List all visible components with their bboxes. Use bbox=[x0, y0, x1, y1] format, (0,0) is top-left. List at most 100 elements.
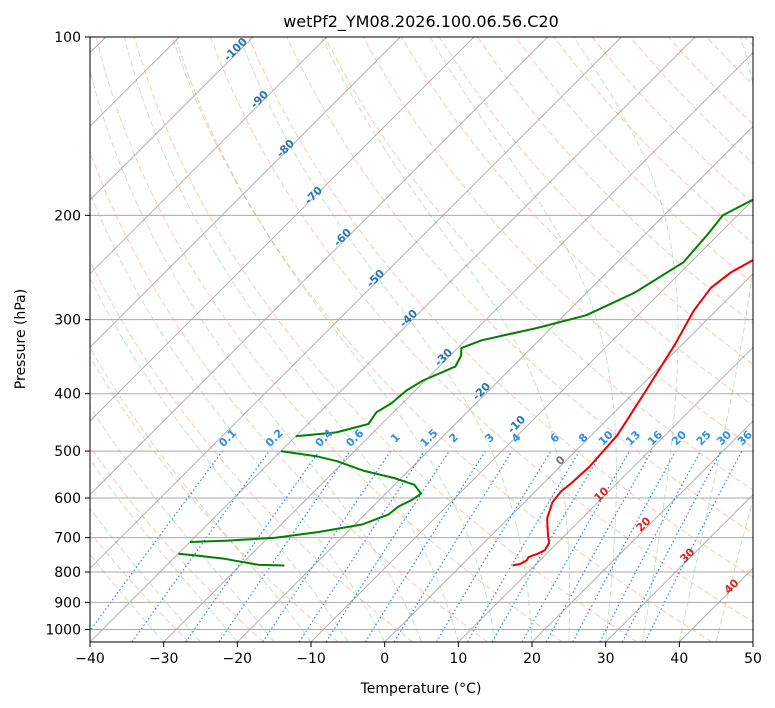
moist-adiabat bbox=[321, 37, 571, 642]
mixing-ratio-label: 20 bbox=[669, 428, 689, 448]
y-tick-label: 700 bbox=[54, 531, 81, 547]
isotherm-label: -100 bbox=[221, 35, 250, 64]
isotherm bbox=[163, 51, 753, 642]
dry-adiabat bbox=[133, 37, 638, 642]
y-tick-label: 500 bbox=[54, 444, 81, 460]
moist-adiabat bbox=[90, 458, 238, 642]
moist-adiabat bbox=[573, 37, 679, 642]
moist-adiabat bbox=[90, 277, 349, 642]
dry-adiabat bbox=[171, 37, 712, 642]
mixing-ratio-line bbox=[435, 450, 552, 642]
isotherm-label: -70 bbox=[302, 184, 325, 207]
moist-adiabat bbox=[90, 191, 386, 642]
dry-adiabat bbox=[400, 37, 753, 407]
mixing-ratio-line bbox=[298, 450, 425, 642]
mixing-ratio-line bbox=[90, 450, 223, 632]
pressure-grid bbox=[90, 37, 753, 630]
dry-adiabat bbox=[248, 37, 753, 578]
profile-line-3 bbox=[295, 198, 753, 438]
dry-adiabat bbox=[744, 37, 753, 47]
isotherm-label: -20 bbox=[470, 380, 493, 403]
x-tick-label: 0 bbox=[380, 651, 389, 667]
mixing-ratio-label: 36 bbox=[735, 428, 755, 448]
x-tick-label: 30 bbox=[597, 651, 615, 667]
mixing-ratio-label: 8 bbox=[576, 431, 591, 446]
moist-adiabat bbox=[90, 507, 201, 642]
profile-line-0 bbox=[512, 258, 753, 567]
moist-adiabat bbox=[678, 37, 753, 642]
warm-isotherm-label: 30 bbox=[678, 545, 698, 565]
isotherm bbox=[384, 272, 753, 642]
isotherm bbox=[90, 37, 475, 422]
dry-adiabat bbox=[210, 37, 753, 623]
mixing-ratio-label: 10 bbox=[596, 428, 616, 448]
isotherm bbox=[605, 493, 753, 642]
mixing-ratio-line bbox=[545, 450, 653, 642]
mixing-ratio-line bbox=[572, 450, 677, 642]
isotherm bbox=[236, 125, 753, 642]
warm-isotherm-label: 20 bbox=[634, 514, 654, 534]
moist-adiabat bbox=[123, 37, 459, 642]
isotherm-label: -50 bbox=[364, 267, 387, 290]
moist-adiabat bbox=[175, 37, 496, 642]
x-tick-label: −30 bbox=[149, 651, 179, 667]
moist-adiabat bbox=[90, 553, 165, 642]
dry-adiabat bbox=[90, 445, 264, 642]
isotherm bbox=[90, 37, 622, 570]
profile-line-1 bbox=[178, 552, 285, 567]
mixing-ratio-label: 1 bbox=[388, 431, 403, 446]
mixing-ratio-label: 13 bbox=[623, 428, 643, 448]
isotherm bbox=[531, 420, 753, 642]
y-tick-label: 600 bbox=[54, 491, 81, 507]
isotherm-label: -90 bbox=[248, 88, 271, 111]
chart-title: wetPf2_YM08.2026.100.06.56.C20 bbox=[283, 12, 559, 32]
y-tick-label: 1000 bbox=[45, 622, 81, 638]
mixing-ratio-label: 0.4 bbox=[313, 426, 336, 449]
mixing-ratio-line bbox=[131, 450, 270, 642]
dry-adiabat bbox=[90, 356, 339, 642]
moist-adiabat bbox=[90, 346, 312, 642]
mixing-ratio-line bbox=[393, 450, 513, 642]
x-tick-label: 40 bbox=[670, 651, 688, 667]
mixing-ratio-line bbox=[185, 450, 320, 642]
moist-adiabat bbox=[90, 68, 422, 642]
moist-adiabat bbox=[239, 37, 533, 642]
y-tick-label: 200 bbox=[54, 208, 81, 224]
isotherm bbox=[310, 199, 753, 642]
x-tick-label: 50 bbox=[744, 651, 762, 667]
isotherm-label: -10 bbox=[505, 413, 528, 436]
mixing-ratio-label: 0.2 bbox=[263, 427, 286, 450]
dry-adiabat bbox=[90, 259, 414, 642]
x-tick-label: −40 bbox=[75, 651, 105, 667]
y-tick-label: 900 bbox=[54, 595, 81, 611]
moist-adiabat bbox=[715, 498, 753, 642]
isotherm-label: -80 bbox=[274, 137, 297, 160]
mixing-ratio-line bbox=[262, 450, 392, 642]
isotherm bbox=[752, 641, 753, 642]
mixing-ratio-label: 0.1 bbox=[216, 427, 239, 450]
plot-frame bbox=[89, 36, 754, 643]
mixing-ratio-label: 30 bbox=[714, 428, 734, 448]
dry-adiabat bbox=[515, 37, 753, 284]
mixing-ratio-line bbox=[218, 450, 351, 642]
mixing-ratio-line bbox=[325, 450, 450, 642]
mixing-ratio-line bbox=[644, 450, 743, 642]
mixing-ratio-line bbox=[466, 450, 580, 642]
x-tick-label: −20 bbox=[223, 651, 253, 667]
moist-adiabat bbox=[90, 405, 275, 642]
isotherm-label: -40 bbox=[397, 307, 420, 330]
x-axis-title: Temperature (°C) bbox=[360, 681, 482, 697]
isotherm bbox=[90, 37, 696, 642]
mixing-ratio-label: 16 bbox=[645, 428, 665, 448]
mixing-ratio-label: 25 bbox=[694, 428, 714, 448]
x-tick-label: 10 bbox=[449, 651, 467, 667]
y-axis-title: Pressure (hPa) bbox=[13, 289, 29, 389]
profile-series bbox=[178, 198, 753, 567]
isotherm bbox=[90, 37, 328, 275]
moist-adiabat bbox=[429, 37, 617, 642]
dry-adiabat bbox=[95, 37, 563, 642]
isotherm-label: -30 bbox=[432, 346, 455, 369]
mixing-ratio-label: 2 bbox=[446, 431, 461, 446]
isotherm bbox=[90, 37, 254, 201]
